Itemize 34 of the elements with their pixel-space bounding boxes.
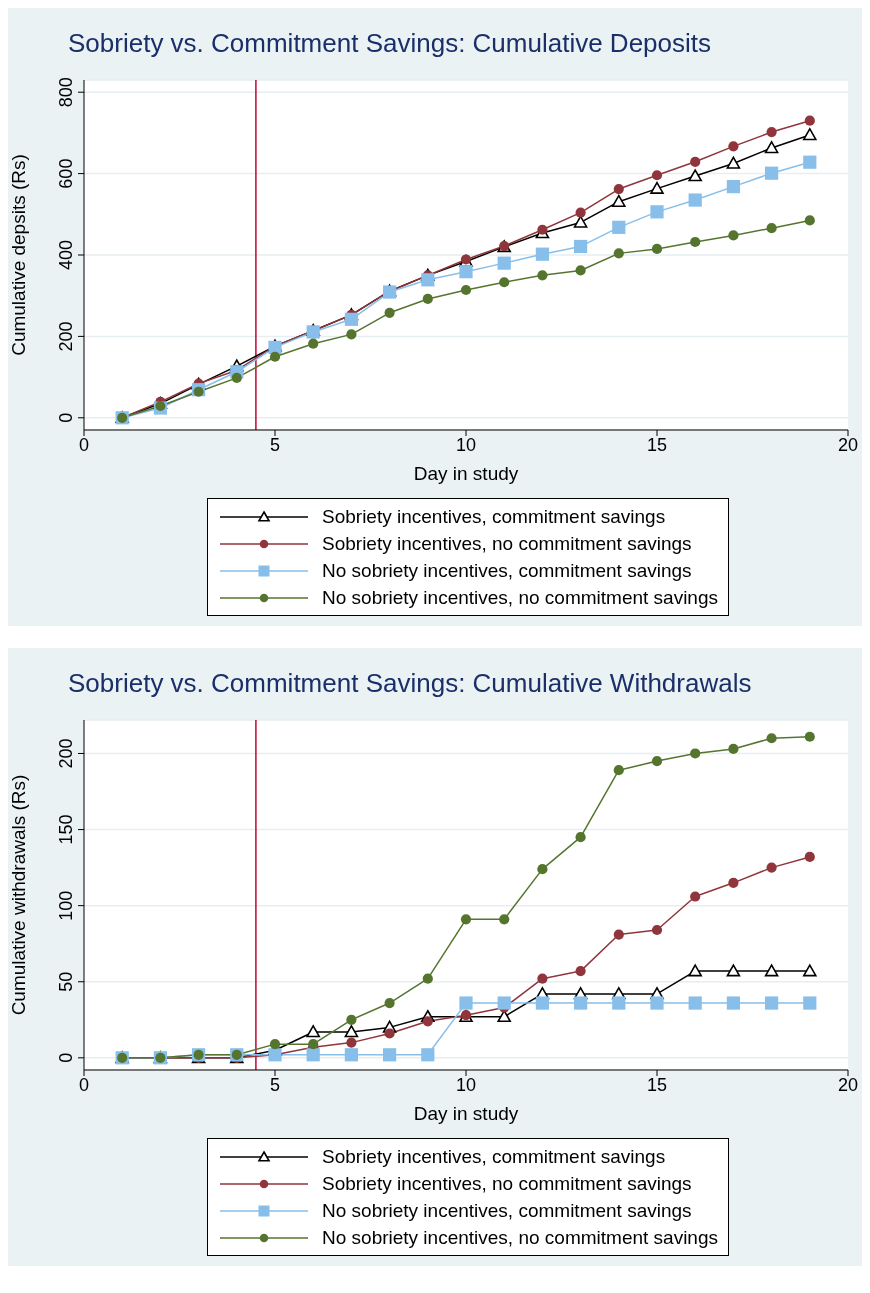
- x-tick-label: 5: [269, 434, 281, 455]
- x-axis-title: Day in study: [413, 1103, 519, 1124]
- y-axis-title: Cumulative withdrawals (Rs): [7, 774, 29, 1016]
- x-tick-label: 10: [455, 434, 477, 455]
- chart-title: Sobriety vs. Commitment Savings: Cumulative Withdrawals: [67, 667, 753, 700]
- x-tick-label: 20: [837, 434, 859, 455]
- legend-label: No sobriety incentives, no commitment savings: [322, 1226, 718, 1249]
- x-tick-label: 0: [78, 1074, 90, 1095]
- x-tick-label: 5: [269, 1074, 281, 1095]
- legend-label: Sobriety incentives, no commitment savings: [322, 1172, 692, 1195]
- y-tick-label: 0: [56, 412, 76, 423]
- x-tick-label: 15: [646, 434, 668, 455]
- y-tick-label: 100: [56, 890, 76, 921]
- x-axis-title: Day in study: [413, 463, 519, 484]
- legend-label: Sobriety incentives, no commitment savings: [322, 532, 692, 555]
- y-tick-label: 200: [56, 738, 76, 769]
- chart-title: Sobriety vs. Commitment Savings: Cumulative Deposits: [67, 27, 712, 60]
- legend-label: No sobriety incentives, no commitment savings: [322, 586, 718, 609]
- y-tick-label: 0: [56, 1052, 76, 1063]
- x-tick-label: 0: [78, 434, 90, 455]
- y-axis-title: Cumulative depsits (Rs): [7, 154, 29, 356]
- y-tick-label: 400: [56, 239, 76, 271]
- y-tick-label: 800: [56, 77, 76, 108]
- y-tick-label: 50: [56, 971, 76, 992]
- x-tick-label: 15: [646, 1074, 668, 1095]
- x-tick-label: 10: [455, 1074, 477, 1095]
- legend-label: No sobriety incentives, commitment savings: [322, 559, 692, 582]
- legend-label: No sobriety incentives, commitment savings: [322, 1199, 692, 1222]
- x-tick-label: 20: [837, 1074, 859, 1095]
- y-tick-label: 200: [56, 321, 76, 352]
- y-tick-label: 600: [56, 158, 76, 189]
- legend-label: Sobriety incentives, commitment savings: [322, 1145, 666, 1168]
- y-tick-label: 150: [56, 814, 76, 845]
- legend-label: Sobriety incentives, commitment savings: [322, 505, 666, 528]
